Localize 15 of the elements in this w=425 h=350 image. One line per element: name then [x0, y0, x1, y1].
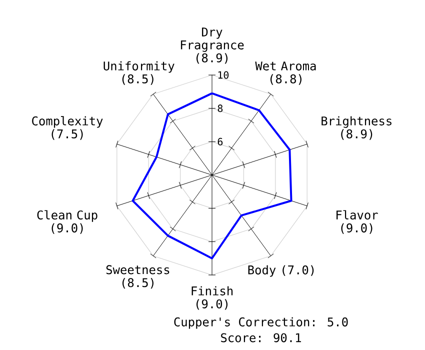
y-tick-label: 8	[218, 104, 223, 112]
text: Score: 90.1	[221, 333, 301, 342]
spoke-label: Clean Cup (9.0)	[37, 210, 98, 234]
spoke-label: Wet Aroma (8.8)	[255, 62, 316, 85]
y-tick-label: 6	[218, 138, 223, 146]
spoke-label: Sweetness (8.5)	[106, 265, 170, 289]
text: Cupper's Correction: 5.0	[174, 317, 348, 329]
spoke-label: Complexity (7.5)	[32, 116, 103, 140]
y-tick-label: 10	[218, 71, 229, 79]
spoke-label: Dry Fragrance (8.9)	[180, 28, 244, 64]
spoke-label: Uniformity (8.5)	[104, 61, 174, 85]
spoke-label: Body (7.0)	[248, 265, 314, 277]
spoke-label: Finish (9.0)	[192, 286, 233, 310]
spoke-label: Brightness (8.9)	[322, 116, 392, 140]
spoke-label: Flavor (9.0)	[336, 210, 378, 234]
